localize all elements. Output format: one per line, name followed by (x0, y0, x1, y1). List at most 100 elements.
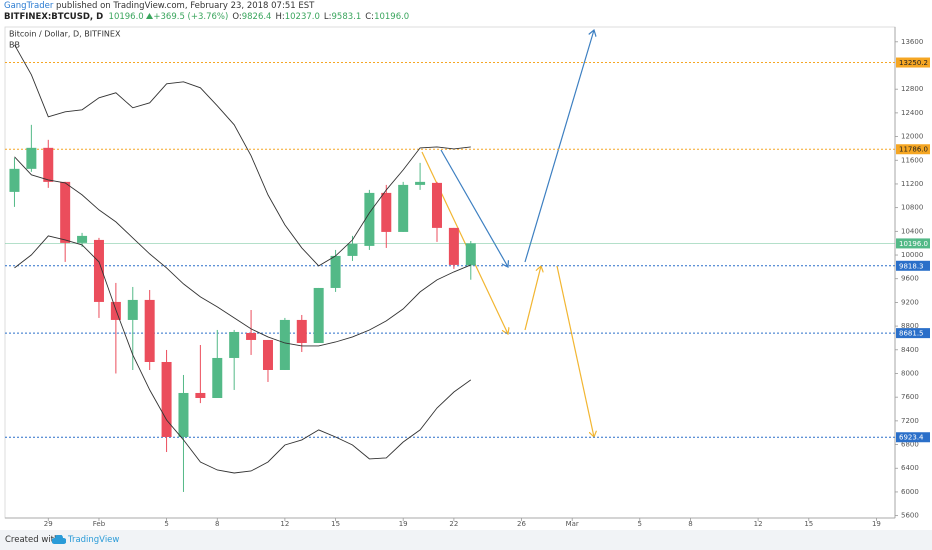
candle-body (195, 392, 206, 399)
arrow (440, 149, 508, 267)
candle-body (9, 168, 20, 192)
ohlc-label: L: (323, 12, 332, 22)
candle-body (43, 147, 54, 182)
y-tick-label: 8800 (901, 322, 919, 330)
level-label: 10196.0 (899, 240, 928, 248)
y-tick-label: 8400 (901, 346, 919, 354)
candle-body (178, 392, 189, 437)
x-tick-label: 8 (688, 520, 692, 528)
drawings (421, 30, 594, 437)
candle-body (26, 147, 37, 169)
candle-body (60, 181, 71, 243)
up-icon (146, 13, 154, 19)
bb-line (14, 44, 471, 267)
level-label: 8681.5 (899, 330, 924, 338)
y-tick-label: 12000 (901, 133, 923, 141)
y-tick-label: 9200 (901, 298, 919, 306)
candle-body (161, 361, 172, 437)
plot-frame (4, 26, 896, 519)
candle-body (431, 182, 442, 228)
chart: Bitcoin / Dollar, D, BITFINEX BB 5600600… (4, 26, 930, 528)
candle-body (279, 319, 290, 370)
level-label-box (896, 260, 930, 271)
x-tick-label: 26 (517, 520, 526, 528)
candle-body (465, 243, 476, 266)
author: GangTrader (4, 1, 54, 11)
y-tick-label: 10800 (901, 204, 923, 212)
x-tick-label: 5 (638, 520, 642, 528)
y-tick-label: 6000 (901, 488, 919, 496)
y-tick-label: 10000 (901, 251, 923, 259)
y-tick-label: 7200 (901, 417, 919, 425)
y-tick-label: 8000 (901, 369, 919, 377)
candle-body (448, 227, 459, 265)
candle-body (296, 319, 307, 343)
ohlc-value: 10237.0 (284, 12, 320, 22)
candle-body (381, 192, 392, 232)
y-tick-label: 6400 (901, 464, 919, 472)
footer: Created with TradingView (0, 530, 932, 550)
level-label: 6923.4 (899, 434, 924, 442)
candle-body (262, 339, 273, 370)
y-tick-label: 6800 (901, 441, 919, 449)
x-tick-label: Feb (93, 520, 106, 528)
bb-line (14, 235, 472, 474)
level-label-box (896, 432, 930, 443)
x-tick-label: Mar (566, 520, 579, 528)
y-tick-label: 12800 (901, 85, 923, 93)
candle-body (330, 255, 341, 288)
created-with: Created with (5, 535, 60, 545)
candle-body (93, 239, 104, 302)
x-tick-label: 19 (399, 520, 408, 528)
x-tick-label: 15 (331, 520, 340, 528)
y-tick-label: 11200 (901, 180, 923, 188)
x-tick-label: 12 (754, 520, 763, 528)
chart-title: Bitcoin / Dollar, D, BITFINEX (9, 30, 121, 39)
change: +369.5 (+3.76%) (153, 12, 229, 22)
ohlc-label: H: (275, 12, 285, 22)
y-tick-label: 5600 (901, 512, 919, 520)
ohlc-label: C: (365, 12, 375, 22)
level-label-box (896, 238, 930, 249)
candle-body (77, 235, 88, 243)
x-tick-label: 29 (44, 520, 53, 528)
candle-body (313, 287, 324, 343)
brand: TradingView (68, 535, 120, 545)
x-tick-label: 12 (280, 520, 289, 528)
level-label-box (896, 57, 930, 68)
ohlc-value: 10196.0 (374, 12, 410, 22)
arrow (421, 151, 508, 334)
level-label-box (896, 144, 930, 155)
last-price: 10196.0 (108, 12, 144, 22)
bb-line (14, 156, 471, 347)
y-tick-label: 11600 (901, 156, 923, 164)
y-tick-label: 13600 (901, 38, 923, 46)
y-tick-label: 10400 (901, 227, 923, 235)
ohlc-label: O: (232, 12, 242, 22)
candle-body (229, 331, 240, 358)
candle-body (246, 332, 257, 340)
published: published on TradingView.com, February 2… (53, 1, 315, 11)
level-label: 11786.0 (899, 146, 928, 154)
level-label: 13250.2 (899, 59, 928, 67)
candle-body (415, 181, 426, 185)
candle-body (127, 299, 138, 320)
x-tick-label: 5 (164, 520, 168, 528)
x-tick-label: 19 (872, 520, 881, 528)
ohlc-value: 9583.1 (331, 12, 362, 22)
y-tick-label: 7600 (901, 393, 919, 401)
candle-body (364, 192, 375, 246)
y-tick-label: 12400 (901, 109, 923, 117)
quote-line: BITFINEX:BTCUSD, D 10196.0 +369.5 (+3.76… (4, 12, 409, 23)
x-tick-label: 15 (804, 520, 813, 528)
arrow (556, 265, 594, 437)
y-tick-label: 9600 (901, 275, 919, 283)
header: GangTrader published on TradingView.com,… (4, 1, 409, 23)
publish-line: GangTrader published on TradingView.com,… (4, 1, 409, 12)
arrow (524, 266, 541, 331)
level-label-box (896, 328, 930, 339)
level-label: 9818.3 (899, 262, 924, 270)
levels (5, 62, 895, 438)
candle-body (347, 243, 358, 256)
